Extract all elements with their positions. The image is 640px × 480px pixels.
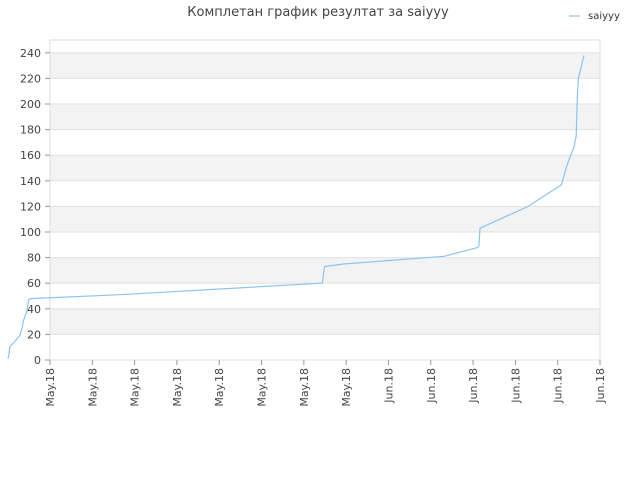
plot-band	[50, 257, 600, 284]
y-tick-label: 240	[20, 47, 41, 60]
plot-bands	[49, 39, 601, 361]
y-tick-label: 0	[34, 354, 41, 367]
x-tick-label: Jun.18	[509, 368, 522, 404]
y-tick-label: 100	[20, 226, 41, 239]
plot-band	[50, 334, 600, 360]
grid-lines	[50, 52, 600, 361]
plot-band	[50, 308, 600, 335]
x-tick-label: Jun.18	[552, 368, 565, 404]
plot-band	[50, 283, 600, 309]
plot-band	[50, 129, 600, 156]
plot-band	[50, 104, 600, 130]
y-tick-label: 140	[20, 175, 41, 188]
series-line-saiyyy	[7, 55, 585, 359]
y-tick-label: 20	[27, 328, 41, 341]
y-tick-label: 220	[20, 72, 41, 85]
y-tick-label: 120	[20, 200, 41, 213]
plot-band	[50, 232, 600, 258]
legend: saiyyy	[569, 11, 620, 22]
x-tick-label: May.18	[256, 368, 269, 407]
x-axis: May.18 May.18 May.18 May.18 May.18 May.18 May.…	[44, 360, 607, 407]
plot-band	[50, 206, 600, 232]
x-tick-label: Jun.18	[594, 368, 607, 404]
y-tick-label: 40	[27, 303, 41, 316]
x-tick-label: Jun.18	[382, 368, 395, 404]
chart-title: Комплетан график резултат за saiyyy	[187, 5, 449, 20]
y-tick-label: 180	[20, 124, 41, 137]
x-tick-label: May.18	[86, 368, 99, 407]
y-tick-label: 60	[27, 277, 41, 290]
plot-band	[50, 180, 600, 207]
x-tick-label: Jun.18	[467, 368, 480, 404]
plot-band	[50, 155, 600, 181]
y-axis: 0 20 40 60 80 100 120 140 160 180 200 220 240	[20, 47, 50, 367]
x-tick-label: May.18	[340, 368, 353, 407]
y-tick-label: 160	[20, 149, 41, 162]
x-tick-label: May.18	[44, 368, 57, 407]
x-tick-label: May.18	[129, 368, 142, 407]
x-tick-label: Jun.18	[425, 368, 438, 404]
y-tick-label: 200	[20, 98, 41, 111]
x-tick-label: May.18	[171, 368, 184, 407]
x-tick-label: May.18	[213, 368, 226, 407]
plot-band	[50, 40, 600, 53]
plot-band	[50, 52, 600, 79]
series-layer	[7, 55, 585, 359]
x-tick-label: May.18	[298, 368, 311, 407]
plot-band	[50, 78, 600, 104]
legend-label: saiyyy	[588, 11, 620, 22]
y-tick-label: 80	[27, 252, 41, 265]
